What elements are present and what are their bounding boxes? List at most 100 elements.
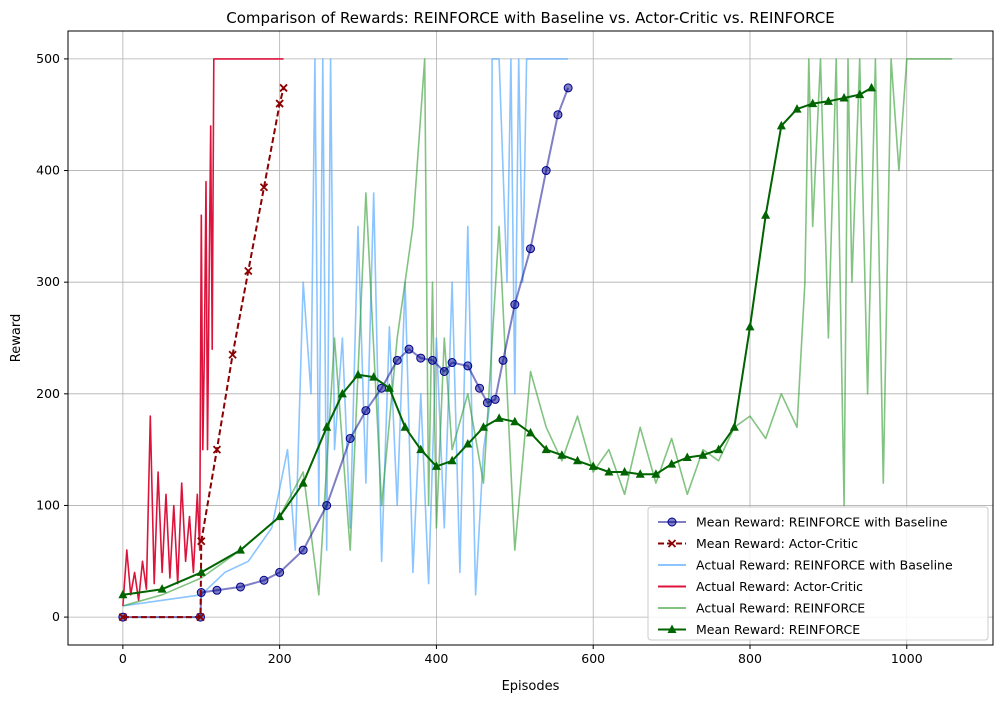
series-line: [122, 58, 569, 607]
series-point: [478, 422, 488, 431]
legend-label: Actual Reward: REINFORCE: [696, 601, 865, 616]
series-point: [337, 388, 347, 398]
series-point: [823, 96, 833, 105]
x-tick-label: 800: [738, 651, 762, 666]
series-point: [729, 422, 739, 431]
series-point: [776, 120, 786, 130]
series-point: [526, 244, 535, 254]
series-point: [490, 394, 500, 404]
series-point: [275, 567, 285, 577]
x-axis-label: Episodes: [502, 679, 560, 694]
series-point: [526, 427, 535, 437]
legend-label: Mean Reward: REINFORCE with Baseline: [696, 515, 948, 530]
series-line: [122, 87, 872, 596]
series-point: [482, 398, 492, 408]
legend-entry: Actual Reward: Actor-Critic: [658, 579, 863, 594]
legend-entry: Mean Reward: REINFORCE: [658, 622, 860, 637]
series-point: [761, 210, 771, 219]
y-tick-label: 300: [36, 274, 60, 289]
x-tick-label: 400: [425, 651, 449, 666]
series-point: [667, 624, 677, 633]
series-layer: [118, 58, 953, 622]
series: [118, 83, 573, 622]
series-point: [541, 166, 551, 176]
y-tick-label: 200: [36, 386, 60, 401]
series-point: [244, 266, 253, 276]
series-point: [400, 422, 410, 431]
series-point: [463, 361, 473, 371]
series-point: [745, 321, 755, 331]
series-point: [510, 416, 520, 426]
series-point: [259, 575, 269, 585]
series-point: [361, 406, 371, 416]
series-point: [384, 383, 394, 392]
series-point: [808, 98, 818, 108]
y-axis-label: Reward: [9, 314, 24, 362]
series-point: [494, 413, 504, 422]
series-point: [212, 585, 222, 595]
series-point: [792, 104, 802, 113]
series-point: [635, 469, 645, 478]
series: [122, 58, 284, 606]
series-point: [447, 455, 457, 465]
series: [118, 83, 288, 622]
series: [118, 82, 876, 599]
series-point: [416, 444, 426, 454]
series-point: [345, 433, 355, 443]
series-point: [463, 439, 473, 448]
series-point: [369, 372, 379, 381]
series-point: [322, 422, 332, 431]
series-point: [573, 455, 583, 465]
series-line: [122, 58, 284, 606]
series-point: [604, 466, 614, 476]
series-point: [157, 584, 167, 593]
series-point: [118, 589, 128, 599]
series-point: [698, 450, 708, 459]
series-point: [196, 612, 205, 622]
series-point: [259, 183, 269, 192]
series-point: [353, 369, 363, 379]
series-point: [667, 459, 677, 468]
legend: Mean Reward: REINFORCE with Baseline Mean…: [647, 506, 989, 641]
series-point: [235, 545, 245, 554]
series-point: [377, 383, 387, 393]
x-tick-label: 200: [268, 651, 292, 666]
series-point: [118, 612, 128, 622]
series-point: [866, 82, 876, 92]
y-tick-label: 400: [36, 163, 60, 178]
y-ticks: 0 100 200 300 400 500: [36, 51, 68, 624]
series: [122, 58, 953, 607]
series-point: [212, 445, 222, 454]
series-point: [498, 355, 508, 365]
x-tick-label: 600: [581, 651, 605, 666]
x-ticks: 0 200 400 600 800 1000: [119, 645, 923, 666]
chart-title: Comparison of Rewards: REINFORCE with Ba…: [226, 9, 835, 27]
series-point: [839, 92, 849, 102]
legend-entry: Actual Reward: REINFORCE with Baseline: [658, 558, 953, 573]
legend-label: Mean Reward: REINFORCE: [696, 622, 860, 637]
series-point: [557, 450, 567, 459]
legend-entry: Actual Reward: REINFORCE: [658, 601, 865, 616]
plot-frame: [67, 30, 994, 646]
series-point: [475, 383, 485, 393]
series-point: [855, 89, 865, 99]
series-point: [563, 83, 573, 93]
series-point: [431, 461, 441, 470]
series-point: [651, 469, 661, 478]
series-point: [667, 539, 677, 548]
series-point: [510, 300, 520, 310]
series-point: [714, 444, 724, 454]
legend-label: Actual Reward: REINFORCE with Baseline: [696, 558, 953, 573]
series-point: [404, 344, 414, 354]
series-point: [298, 545, 308, 555]
series-point: [447, 358, 457, 368]
series-point: [553, 110, 563, 120]
series-point: [275, 99, 284, 108]
series-point: [620, 466, 630, 476]
series-point: [392, 355, 402, 365]
series-point: [275, 511, 285, 521]
series-point: [196, 567, 206, 576]
series-point: [279, 83, 288, 93]
series-point: [197, 537, 206, 546]
legend-entry: Mean Reward: REINFORCE with Baseline: [658, 515, 948, 530]
